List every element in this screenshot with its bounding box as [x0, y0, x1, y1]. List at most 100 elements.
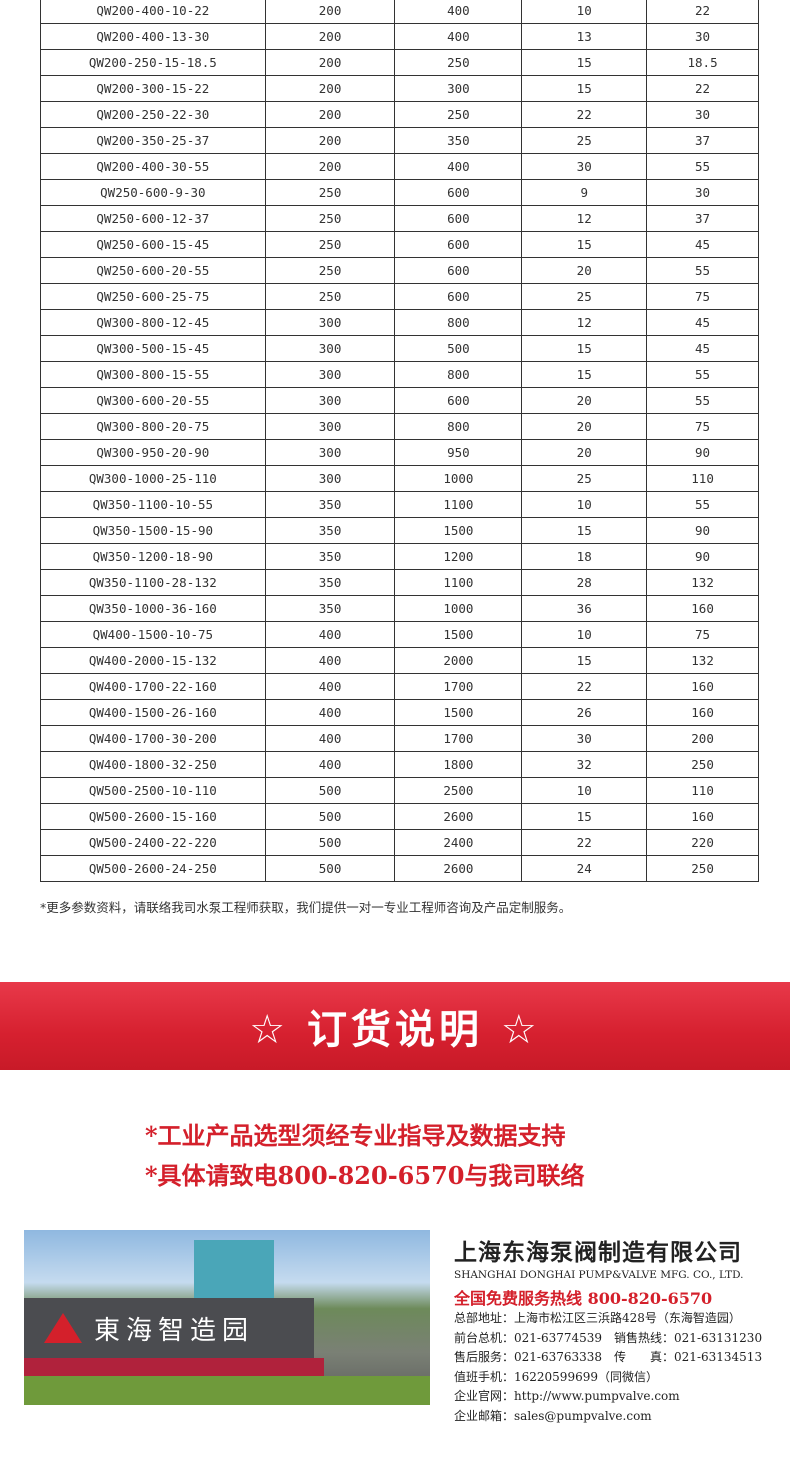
table-row: QW500-2600-15-160 500 2600 15 160 [40, 803, 759, 830]
table-cell: QW500-2600-15-160 [40, 803, 266, 830]
table-cell: 45 [646, 335, 759, 362]
table-cell: 350 [264, 517, 396, 544]
table-cell: 22 [646, 0, 759, 24]
flower-bed [24, 1358, 324, 1376]
table-cell: 22 [521, 829, 648, 856]
table-cell: 15 [521, 75, 648, 102]
table-cell: 10 [521, 621, 648, 648]
table-cell: QW200-400-13-30 [40, 23, 266, 50]
table-cell: 90 [646, 543, 759, 570]
table-cell: 1100 [394, 491, 523, 518]
table-cell: QW250-600-12-37 [40, 205, 266, 232]
lawn [24, 1376, 430, 1405]
table-cell: 600 [394, 179, 523, 206]
table-cell: 500 [264, 803, 396, 830]
table-cell: 400 [394, 23, 523, 50]
table-cell: 15 [521, 361, 648, 388]
table-cell: 10 [521, 777, 648, 804]
table-cell: 500 [264, 829, 396, 856]
table-cell: QW300-800-12-45 [40, 309, 266, 336]
table-cell: 55 [646, 387, 759, 414]
table-cell: 1500 [394, 699, 523, 726]
table-cell: 250 [264, 231, 396, 258]
service-fax: 售后服务：021-63763338 传 真：021-63134513 [454, 1350, 763, 1364]
table-cell: QW400-1700-22-160 [40, 673, 266, 700]
table-row: QW250-600-9-30 250 600 9 30 [40, 179, 759, 206]
table-cell: 200 [264, 153, 396, 180]
table-row: QW300-1000-25-110 300 1000 25 110 [40, 465, 759, 492]
table-cell: 2000 [394, 647, 523, 674]
table-cell: 250 [646, 751, 759, 778]
table-cell: 300 [394, 75, 523, 102]
table-cell: 2600 [394, 803, 523, 830]
table-cell: 400 [264, 621, 396, 648]
table-cell: 75 [646, 283, 759, 310]
table-row: QW200-350-25-37 200 350 25 37 [40, 127, 759, 154]
table-cell: 2400 [394, 829, 523, 856]
banner-title: ☆ 订货说明 ☆ [249, 1007, 541, 1053]
table-row: QW350-1100-28-132 350 1100 28 132 [40, 569, 759, 596]
table-cell: QW400-1500-10-75 [40, 621, 266, 648]
table-row: QW250-600-15-45 250 600 15 45 [40, 231, 759, 258]
table-row: QW350-1000-36-160 350 1000 36 160 [40, 595, 759, 622]
table-cell: 350 [394, 127, 523, 154]
table-cell: 600 [394, 387, 523, 414]
table-cell: 10 [521, 0, 648, 24]
table-row: QW200-250-22-30 200 250 22 30 [40, 101, 759, 128]
table-cell: 160 [646, 595, 759, 622]
table-cell: 200 [264, 127, 396, 154]
table-cell: 250 [264, 205, 396, 232]
table-cell: 45 [646, 231, 759, 258]
table-cell: 20 [521, 387, 648, 414]
table-cell: 400 [264, 751, 396, 778]
table-cell: 1700 [394, 673, 523, 700]
table-cell: 26 [521, 699, 648, 726]
table-cell: 32 [521, 751, 648, 778]
table-cell: 800 [394, 361, 523, 388]
table-cell: 800 [394, 413, 523, 440]
table-cell: QW350-1100-28-132 [40, 569, 266, 596]
table-cell: QW250-600-15-45 [40, 231, 266, 258]
table-cell: 2500 [394, 777, 523, 804]
table-cell: 160 [646, 803, 759, 830]
phones: 前台总机：021-63774539 销售热线：021-63131230 [454, 1330, 763, 1345]
table-cell: 1100 [394, 569, 523, 596]
table-row: QW300-800-20-75 300 800 20 75 [40, 413, 759, 440]
table-row: QW300-950-20-90 300 950 20 90 [40, 439, 759, 466]
order-info-banner: ☆ 订货说明 ☆ [0, 982, 790, 1070]
table-row: QW400-1800-32-250 400 1800 32 250 [40, 751, 759, 778]
hotline: 全国免费服务热线 800-820-6570 [454, 1289, 713, 1308]
table-cell: 250 [394, 49, 523, 76]
table-cell: 55 [646, 257, 759, 284]
table-row: QW250-600-25-75 250 600 25 75 [40, 283, 759, 310]
table-cell: 1700 [394, 725, 523, 752]
table-cell: 75 [646, 621, 759, 648]
table-cell: 30 [521, 153, 648, 180]
mobile: 值班手机：16220599699（同微信） [454, 1369, 658, 1384]
table-cell: 45 [646, 309, 759, 336]
table-cell: QW200-300-15-22 [40, 75, 266, 102]
table-cell: QW300-500-15-45 [40, 335, 266, 362]
table-cell: QW200-400-30-55 [40, 153, 266, 180]
table-cell: 600 [394, 257, 523, 284]
table-cell: 160 [646, 699, 759, 726]
table-cell: 22 [521, 673, 648, 700]
table-cell: 12 [521, 309, 648, 336]
table-cell: 36 [521, 595, 648, 622]
table-row: QW500-2600-24-250 500 2600 24 250 [40, 855, 759, 882]
table-cell: 400 [394, 0, 523, 24]
table-cell: QW300-950-20-90 [40, 439, 266, 466]
company-logo-icon [44, 1313, 82, 1343]
table-row: QW400-1500-10-75 400 1500 10 75 [40, 621, 759, 648]
table-cell: 9 [521, 179, 648, 206]
table-row: QW500-2400-22-220 500 2400 22 220 [40, 829, 759, 856]
table-cell: QW300-600-20-55 [40, 387, 266, 414]
company-info: 上海东海泵阀制造有限公司 SHANGHAI DONGHAI PUMP&VALVE… [454, 1233, 762, 1426]
table-cell: 18 [521, 543, 648, 570]
table-cell: 15 [521, 647, 648, 674]
table-cell: 600 [394, 205, 523, 232]
table-row: QW200-400-30-55 200 400 30 55 [40, 153, 759, 180]
table-cell: 200 [264, 75, 396, 102]
table-row: QW250-600-20-55 250 600 20 55 [40, 257, 759, 284]
table-cell: QW200-250-15-18.5 [40, 49, 266, 76]
